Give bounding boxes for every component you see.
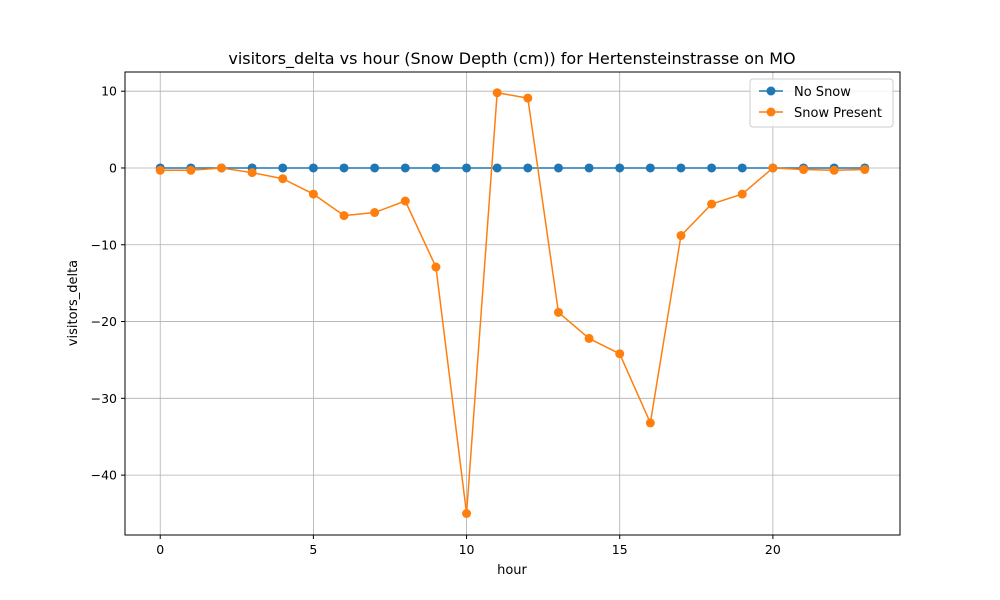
legend-marker-snow-present bbox=[766, 107, 776, 117]
data-point-snow-present bbox=[737, 189, 747, 199]
data-point-no-snow bbox=[278, 163, 288, 173]
data-point-no-snow bbox=[339, 163, 349, 173]
series-no-snow bbox=[155, 163, 870, 173]
data-point-no-snow bbox=[462, 163, 472, 173]
data-point-snow-present bbox=[829, 165, 839, 175]
y-tick-label: 10 bbox=[101, 84, 117, 99]
data-point-snow-present bbox=[247, 168, 257, 178]
legend-box bbox=[749, 78, 894, 128]
data-point-snow-present bbox=[645, 418, 655, 428]
y-tick-label: −40 bbox=[91, 468, 117, 483]
x-tick-label: 15 bbox=[612, 542, 628, 557]
legend: No Snow Snow Present bbox=[749, 78, 894, 128]
data-point-snow-present bbox=[615, 349, 625, 359]
data-point-snow-present bbox=[216, 163, 226, 173]
data-point-no-snow bbox=[492, 163, 502, 173]
grid-lines bbox=[125, 72, 900, 535]
x-tick-label: 20 bbox=[765, 542, 781, 557]
data-point-snow-present bbox=[278, 174, 288, 184]
data-point-no-snow bbox=[584, 163, 594, 173]
data-point-no-snow bbox=[553, 163, 563, 173]
data-point-no-snow bbox=[523, 163, 533, 173]
data-point-no-snow bbox=[645, 163, 655, 173]
data-point-snow-present bbox=[339, 211, 349, 221]
data-point-snow-present bbox=[462, 509, 472, 519]
x-tick-label: 0 bbox=[156, 542, 164, 557]
data-point-snow-present bbox=[676, 231, 686, 241]
legend-marker-no-snow bbox=[766, 86, 776, 96]
x-axis: 0 5 10 15 20 bbox=[156, 535, 781, 557]
y-tick-label: −30 bbox=[91, 391, 117, 406]
series-snow-present bbox=[155, 88, 870, 519]
data-point-snow-present bbox=[431, 262, 441, 272]
data-point-snow-present bbox=[768, 163, 778, 173]
data-point-snow-present bbox=[860, 165, 870, 175]
data-point-no-snow bbox=[676, 163, 686, 173]
data-point-no-snow bbox=[431, 163, 441, 173]
data-point-snow-present bbox=[523, 93, 533, 103]
data-point-snow-present bbox=[186, 165, 196, 175]
data-point-snow-present bbox=[370, 208, 380, 218]
data-point-no-snow bbox=[737, 163, 747, 173]
data-point-snow-present bbox=[155, 165, 165, 175]
data-point-snow-present bbox=[308, 189, 318, 199]
y-tick-label: −10 bbox=[91, 237, 117, 252]
data-point-no-snow bbox=[370, 163, 380, 173]
chart-title: visitors_delta vs hour (Snow Depth (cm))… bbox=[228, 49, 795, 69]
x-tick-label: 5 bbox=[309, 542, 317, 557]
legend-label-no-snow: No Snow bbox=[794, 85, 851, 100]
data-point-snow-present bbox=[492, 88, 502, 98]
legend-label-snow-present: Snow Present bbox=[794, 106, 882, 121]
data-point-snow-present bbox=[707, 199, 717, 209]
x-axis-label: hour bbox=[497, 563, 527, 578]
data-point-no-snow bbox=[615, 163, 625, 173]
data-point-no-snow bbox=[308, 163, 318, 173]
plot-frame bbox=[124, 71, 901, 536]
data-point-snow-present bbox=[799, 165, 809, 175]
series-line-snow-present bbox=[160, 91, 865, 514]
series-layer bbox=[155, 88, 870, 519]
y-tick-label: −20 bbox=[91, 314, 117, 329]
data-point-snow-present bbox=[400, 196, 410, 206]
y-tick-label: 0 bbox=[109, 160, 117, 175]
y-axis: 10 0 −10 −20 −30 −40 bbox=[91, 84, 125, 483]
data-point-snow-present bbox=[584, 333, 594, 343]
data-point-no-snow bbox=[707, 163, 717, 173]
x-tick-label: 10 bbox=[459, 542, 475, 557]
data-point-no-snow bbox=[400, 163, 410, 173]
y-axis-label: visitors_delta bbox=[66, 260, 81, 346]
data-point-snow-present bbox=[553, 307, 563, 317]
